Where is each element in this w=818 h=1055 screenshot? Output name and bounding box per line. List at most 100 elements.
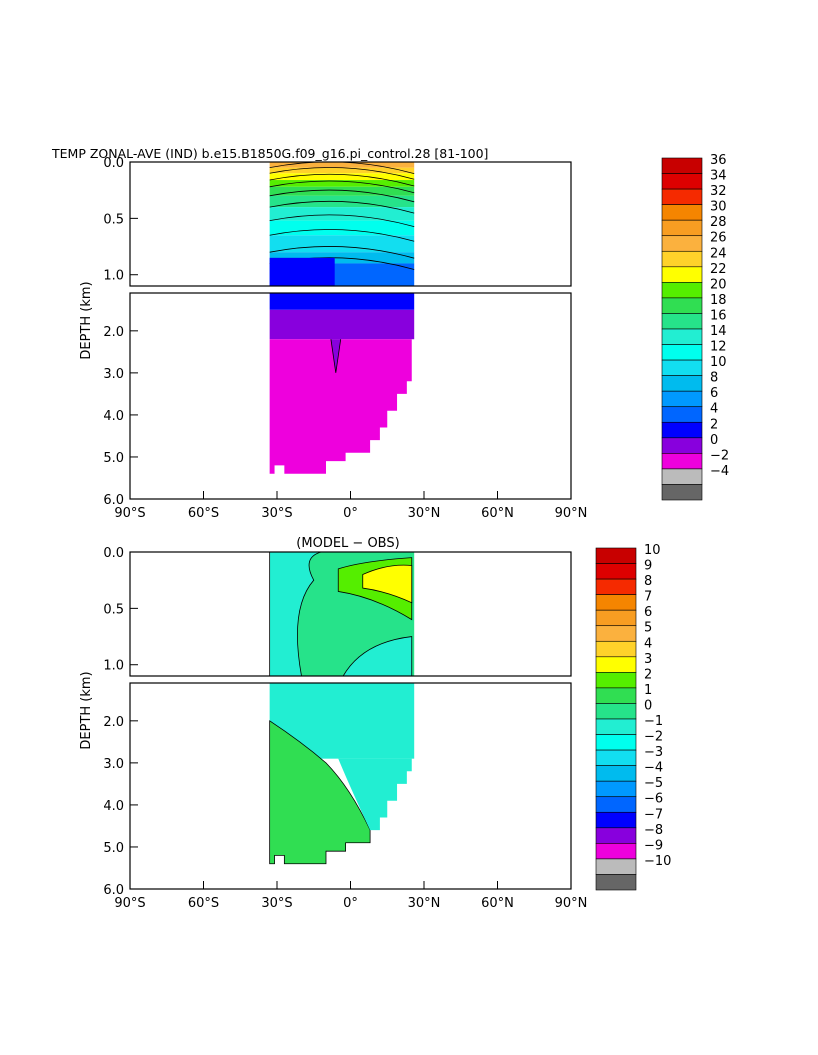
- colorbar-label: −1: [644, 714, 663, 729]
- colorbar-swatch: [661, 282, 703, 299]
- colorbar-label: 28: [710, 215, 727, 230]
- colorbar-swatch: [661, 297, 703, 314]
- colorbar-swatch: [661, 375, 703, 392]
- contour-line: [269, 214, 415, 228]
- x-tick-label: 60°N: [481, 896, 514, 911]
- colorbar-swatch: [595, 858, 637, 875]
- field-band: [269, 207, 415, 221]
- chart-subtitle: (MODEL − OBS): [296, 536, 399, 551]
- colorbar-label: 10: [644, 543, 661, 558]
- y-tick-label: 5.0: [103, 841, 124, 856]
- colorbar-swatch: [595, 563, 637, 580]
- colorbar-label: −4: [644, 761, 663, 776]
- field-band: [269, 293, 415, 310]
- colorbar-swatch: [661, 421, 703, 439]
- colorbar-swatch: [595, 796, 637, 813]
- colorbar-label: 12: [710, 340, 727, 355]
- x-tick-label: 30°N: [408, 896, 441, 911]
- x-tick-label: 90°N: [555, 896, 588, 911]
- colorbar-label: 4: [710, 402, 718, 417]
- y-axis-label: DEPTH (km): [79, 281, 94, 359]
- colorbar-swatch: [595, 718, 637, 735]
- colorbar-swatch: [595, 594, 637, 611]
- colorbar-label: 32: [710, 184, 727, 199]
- colorbar-label: 1: [644, 683, 652, 698]
- y-tick-label: 0.0: [103, 156, 124, 171]
- x-tick-label: 0°: [343, 896, 358, 911]
- colorbar-label: 14: [710, 324, 727, 339]
- colorbar-swatch: [661, 468, 703, 485]
- y-tick-label: 1.0: [103, 659, 124, 674]
- contour-line: [269, 229, 415, 242]
- upper-panel-frame: [129, 551, 572, 677]
- colorbar-label: −5: [644, 776, 663, 791]
- colorbar-label: 8: [710, 371, 718, 386]
- colorbar-swatch: [595, 780, 637, 798]
- y-axis-label: DEPTH (km): [79, 671, 94, 749]
- y-tick-label: 0.5: [103, 602, 124, 617]
- colorbar-label: 30: [710, 200, 727, 215]
- contour-line: [269, 167, 415, 180]
- x-tick-label: 90°S: [114, 896, 145, 911]
- colorbar-label: 0: [644, 698, 652, 713]
- colorbar-swatch: [595, 827, 637, 844]
- y-tick-label: 4.0: [103, 799, 124, 814]
- colorbar-label: 9: [644, 559, 652, 574]
- colorbar-swatch: [661, 406, 703, 423]
- colorbar-label: −4: [710, 464, 729, 479]
- colorbar-label: −8: [644, 823, 663, 838]
- colorbar-swatch: [595, 547, 637, 564]
- x-tick-label: 0°: [343, 506, 358, 521]
- colorbar-label: 6: [644, 605, 652, 620]
- y-tick-label: 3.0: [103, 757, 124, 772]
- contour-line: [269, 246, 415, 259]
- x-tick-label: 30°N: [408, 506, 441, 521]
- colorbar-label: 7: [644, 590, 652, 605]
- field-band: [269, 257, 335, 286]
- colorbar-label: −3: [644, 745, 663, 760]
- axes: 0.0 0.5 1.0 2.0 3.0 4.0 5.0 6.0 DEPTH (km) 90°S 60…: [79, 546, 587, 911]
- colorbar-label: 5: [644, 621, 652, 636]
- colorbar-label: −6: [644, 792, 663, 807]
- colorbar-swatch: [595, 843, 637, 860]
- field-band: [269, 235, 415, 253]
- colorbar-label: 22: [710, 262, 727, 277]
- colorbar-label: 6: [710, 386, 718, 401]
- colorbar-label: 36: [710, 153, 727, 168]
- field-band: [342, 636, 413, 677]
- colorbar-label: 0: [710, 433, 718, 448]
- colorbar-label: 4: [644, 636, 652, 651]
- colorbar-label: 10: [710, 355, 727, 370]
- field-band: [269, 167, 415, 174]
- colorbar-swatch: [661, 313, 703, 330]
- y-tick-label: 4.0: [103, 409, 124, 424]
- colorbar-swatch: [661, 437, 703, 454]
- colorbar-label: 8: [644, 574, 652, 589]
- colorbar-label: 2: [710, 417, 718, 432]
- colorbar-label: 3: [644, 652, 652, 667]
- field-band: [362, 564, 413, 604]
- y-tick-label: 5.0: [103, 451, 124, 466]
- x-tick-label: 90°N: [555, 506, 588, 521]
- field-band: [338, 758, 412, 831]
- colorbar-swatch: [595, 765, 637, 782]
- lower-panel: [269, 293, 415, 474]
- colorbar-label: −2: [644, 730, 663, 745]
- field-band: [269, 309, 415, 340]
- y-tick-label: 1.0: [103, 269, 124, 284]
- colorbar-swatch: [595, 703, 637, 720]
- y-tick-label: 6.0: [103, 493, 124, 508]
- upper-panel-frame: [129, 161, 572, 287]
- colorbar-swatch: [661, 344, 703, 361]
- contour-line: [269, 189, 415, 203]
- colorbar-label: 24: [710, 246, 727, 261]
- temperature-chart: TEMP ZONAL-AVE (IND) b.e15.B1850G.f09_g1…: [51, 146, 729, 521]
- x-tick-label: 30°S: [261, 506, 292, 521]
- field-band: [269, 220, 415, 236]
- contour-line: [269, 173, 415, 187]
- y-tick-label: 0.0: [103, 546, 124, 561]
- x-tick-label: 60°S: [188, 506, 219, 521]
- colorbar-label: −10: [644, 854, 671, 869]
- colorbar-swatch: [595, 640, 637, 658]
